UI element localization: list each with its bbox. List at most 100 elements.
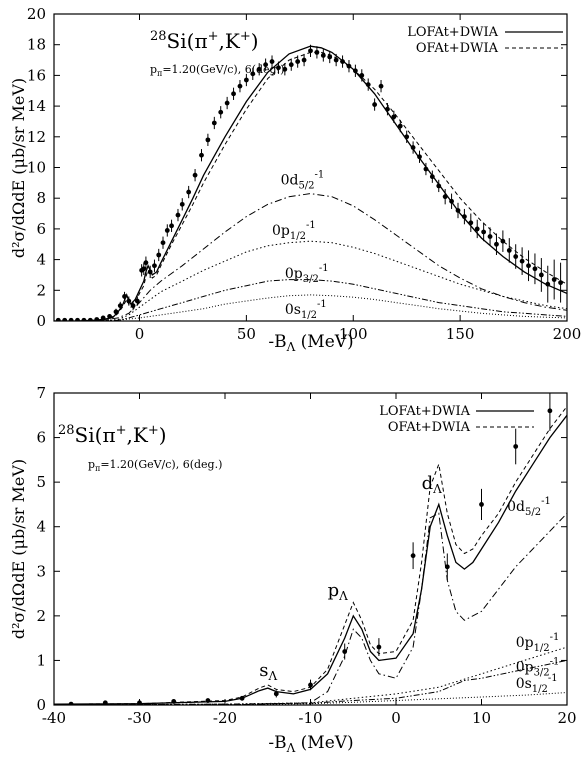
x-tick-label: 200 [553, 325, 582, 343]
series-line [54, 692, 567, 705]
y-tick-label: 6 [36, 429, 46, 447]
data-point [130, 303, 136, 309]
data-point [107, 313, 112, 319]
data-point [378, 83, 384, 89]
data-point [62, 317, 68, 321]
data-point [333, 57, 339, 63]
data-point [282, 66, 288, 72]
data-point [55, 317, 61, 321]
data-point [288, 62, 294, 68]
y-tick-label: 18 [27, 36, 46, 54]
series-line [54, 512, 567, 705]
y-tick-label: 3 [36, 562, 46, 580]
data-point [365, 82, 371, 88]
data-point [410, 553, 416, 559]
data-point [87, 317, 93, 321]
data-point [314, 49, 320, 55]
y-tick-label: 4 [36, 251, 46, 269]
x-tick-label: 0 [391, 709, 401, 727]
data-point [449, 198, 454, 204]
series-line [54, 51, 567, 321]
data-point [372, 102, 378, 107]
peak-label: sΛ [259, 660, 277, 683]
curve-label: 0d5/2-1 [281, 169, 325, 191]
x-axis-label: -BΛ (MeV) [268, 332, 353, 354]
data-point [273, 691, 279, 697]
legend-label: OFAt+DWIA [416, 41, 499, 56]
data-point [342, 649, 348, 654]
data-point [500, 238, 506, 244]
data-point [526, 263, 531, 269]
data-point [239, 695, 245, 701]
data-point [122, 294, 127, 299]
x-tick-label: 20 [557, 709, 576, 727]
data-point [295, 59, 301, 64]
x-tick-label: 10 [472, 709, 491, 727]
data-points [68, 393, 553, 705]
curve-label: 0p1/2-1 [516, 632, 560, 654]
legend-label: OFAt+DWIA [388, 420, 471, 435]
data-point [320, 53, 326, 58]
x-axis-label: -BΛ (MeV) [268, 733, 353, 755]
data-point [141, 266, 147, 272]
y-tick-label: 12 [27, 128, 46, 146]
y-tick-label: 4 [36, 518, 46, 536]
y-tick-label: 20 [27, 5, 46, 23]
data-point [474, 226, 480, 232]
data-point [117, 303, 123, 309]
data-point [81, 317, 87, 321]
data-point [171, 699, 177, 704]
curve-label: 0p3/2-1 [516, 657, 560, 679]
y-tick-label: 10 [27, 159, 46, 177]
data-points [55, 44, 563, 321]
data-point [442, 194, 448, 200]
reaction-label: 28Si(π+,K+) [150, 29, 259, 53]
y-tick-label: 16 [27, 66, 46, 84]
data-point [276, 65, 281, 71]
data-point [75, 317, 80, 321]
data-point [558, 280, 563, 286]
top-chart: 0 50 100 150 200 0 2 4 6 8 10 12 14 16 18 20 -BΛ (MeV) d²… [9, 5, 581, 354]
data-point [404, 134, 410, 140]
x-tick-label: -10 [298, 709, 322, 727]
data-point [479, 502, 484, 507]
data-point [218, 109, 224, 115]
kinematics-label: pπ=1.20(GeV/c), 6(deg.) [150, 63, 284, 78]
data-point [423, 166, 429, 172]
data-point [231, 91, 236, 97]
series-line [54, 279, 567, 321]
series-group [54, 406, 567, 705]
data-point [352, 68, 358, 74]
data-point [506, 247, 512, 253]
data-point [169, 223, 174, 229]
data-point [68, 317, 74, 321]
data-point [152, 263, 157, 269]
series-line [54, 406, 567, 705]
data-point [462, 214, 467, 220]
x-tick-label: 0 [135, 325, 145, 343]
data-point [156, 252, 162, 258]
bottom-chart: -40 -30 -20 -10 0 10 20 0 1 2 3 4 5 6 7 -BΛ (MeV) d²σ/dΩ… [9, 384, 577, 755]
data-point [143, 260, 149, 266]
y-tick-label: 5 [36, 473, 46, 491]
data-point [385, 106, 390, 112]
data-point [346, 63, 352, 69]
data-point [538, 272, 544, 278]
y-tick-label: 0 [36, 312, 46, 330]
data-point [205, 698, 211, 703]
series-line [54, 646, 567, 705]
y-axis-label: d²σ/dΩdE (μb/sr MeV) [9, 459, 28, 639]
data-point [175, 212, 181, 218]
data-point [376, 644, 382, 650]
data-point [429, 174, 435, 180]
data-point [199, 152, 204, 158]
curve-label: 0s1/2-1 [285, 299, 327, 321]
y-tick-label: 1 [36, 651, 46, 669]
curve-label: 0s1/2-1 [516, 673, 558, 695]
data-point [256, 66, 262, 72]
series-line [54, 193, 567, 321]
kinematics-label: pπ=1.20(GeV/c), 6(deg.) [88, 458, 222, 473]
reaction-label: 28Si(π+,K+) [58, 423, 167, 447]
data-point [102, 700, 108, 705]
data-point [545, 281, 551, 287]
